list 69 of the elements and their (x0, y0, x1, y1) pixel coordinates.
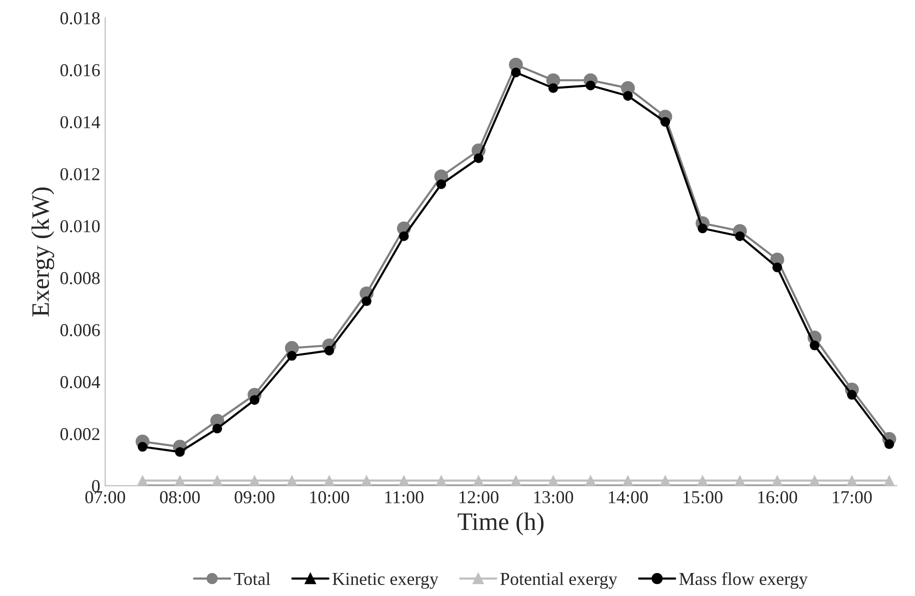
y-tick-label: 0.010 (60, 220, 100, 232)
point (586, 80, 596, 90)
point (698, 476, 708, 486)
x-tick-label: 08:00 (160, 491, 200, 504)
x-tick-label: 12:00 (460, 491, 498, 504)
x-tick-label: 13:00 (534, 491, 574, 504)
point (175, 447, 185, 457)
point (810, 476, 820, 486)
y-tick-label: 0.004 (60, 376, 100, 388)
point (138, 476, 148, 486)
point (548, 83, 558, 93)
point (586, 476, 596, 486)
x-tick-label: 17:00 (832, 491, 872, 504)
point (287, 350, 297, 361)
point (511, 68, 521, 78)
y-tick-label: 0.014 (60, 116, 100, 128)
point (212, 476, 222, 486)
point (324, 346, 334, 356)
x-tick-label: 16:00 (758, 491, 798, 504)
point (810, 340, 820, 350)
point (212, 424, 222, 434)
point (772, 476, 782, 486)
point (436, 179, 446, 190)
point (175, 476, 185, 486)
point (847, 390, 857, 400)
point (399, 476, 409, 486)
point (884, 476, 894, 486)
point (474, 476, 484, 486)
y-tick-label: 0.002 (60, 428, 100, 440)
x-tick-label: 15:00 (684, 491, 722, 504)
point (474, 153, 484, 164)
point (660, 476, 670, 486)
y-tick-label: 0.008 (60, 272, 100, 284)
legend-label: Kinetic exergy (332, 572, 438, 589)
point (250, 476, 260, 486)
point (138, 442, 148, 452)
point (623, 90, 633, 101)
point (511, 476, 521, 486)
x-tick-label: 07:00 (85, 491, 126, 504)
x-tick-label: 11:00 (385, 491, 424, 504)
y-axis-title: Exergy (kW) (31, 188, 54, 316)
point (847, 476, 857, 486)
point (772, 262, 782, 272)
point (623, 476, 633, 486)
legend-label: Potential exergy (500, 572, 618, 589)
point (660, 116, 670, 127)
point (362, 296, 372, 306)
point (399, 231, 409, 242)
point (436, 476, 446, 486)
point (735, 476, 745, 486)
y-tick-label: 0.012 (60, 168, 100, 180)
point (884, 439, 894, 450)
y-tick-label: 0.018 (60, 12, 100, 24)
x-axis-title: Time (h) (458, 512, 544, 536)
x-tick-label: 14:00 (608, 491, 648, 504)
legend-label: Total (234, 572, 270, 586)
point (698, 224, 708, 234)
x-tick-label: 10:00 (310, 491, 350, 504)
point (250, 395, 260, 405)
y-tick-label: 0.006 (60, 324, 100, 336)
point (287, 476, 297, 486)
y-tick-label: 0 (92, 480, 100, 492)
point (362, 476, 372, 486)
point (324, 476, 334, 486)
y-tick-label: 0.016 (60, 64, 100, 76)
point (735, 231, 745, 242)
x-tick-label: 09:00 (234, 491, 274, 504)
point (548, 476, 558, 486)
legend-label: Mass flow exergy (679, 572, 808, 589)
